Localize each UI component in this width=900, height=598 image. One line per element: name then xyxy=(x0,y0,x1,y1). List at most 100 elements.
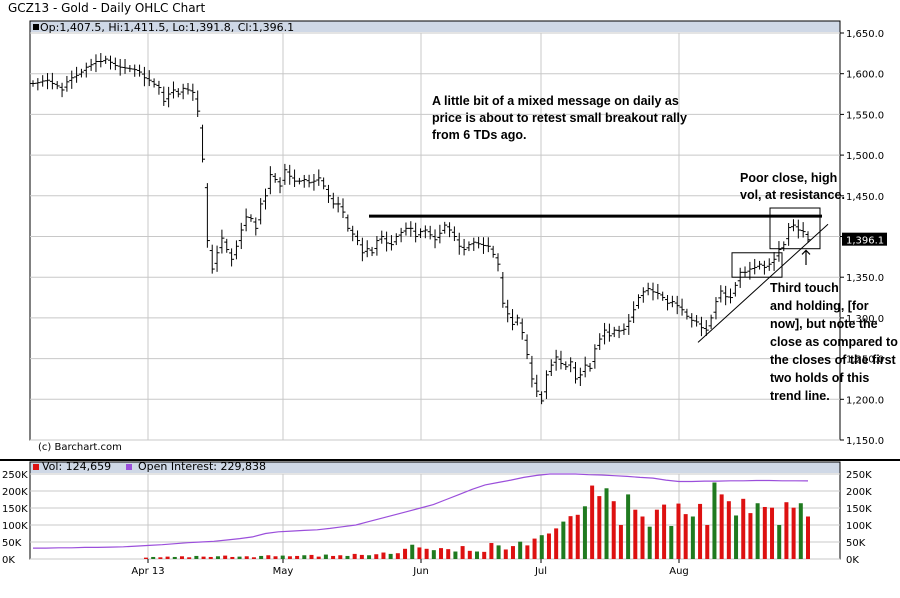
ohlc-bar xyxy=(548,359,554,377)
volume-tick-label-left: 100K xyxy=(2,521,28,532)
axis-ticks: 1,650.01,600.01,550.01,500.01,450.01,400… xyxy=(2,29,887,577)
ohlc-bar xyxy=(398,227,404,243)
volume-tick-label-left: 50K xyxy=(2,538,22,549)
volume-bar xyxy=(489,543,494,559)
ohlc-bar xyxy=(180,83,186,100)
volume-bar xyxy=(215,556,220,559)
last-price-box xyxy=(842,232,887,246)
ohlc-bar xyxy=(413,222,419,243)
ohlc-bar xyxy=(660,291,666,301)
chart-title: GCZ13 - Gold - Daily OHLC Chart xyxy=(8,1,205,15)
volume-bar xyxy=(532,538,537,559)
volume-bar xyxy=(230,556,235,559)
ohlc-bar xyxy=(408,221,414,237)
ohlc-bar xyxy=(602,322,608,345)
ohlc-bar xyxy=(229,248,235,267)
volume-tick-label-left: 150K xyxy=(2,504,28,515)
ohlc-bar xyxy=(393,233,399,246)
volume-bar xyxy=(690,516,695,559)
ohlc-bar xyxy=(35,78,41,91)
volume-bar xyxy=(734,515,739,559)
annotation-line: vol, at resistance. xyxy=(740,188,845,202)
volume-bar xyxy=(151,556,156,559)
volume-bar xyxy=(201,556,206,559)
annotation-boxes xyxy=(697,207,829,343)
ohlc-bar xyxy=(132,64,138,77)
ohlc-bar xyxy=(539,391,545,405)
ohlc-bar xyxy=(335,196,341,213)
ohlc-bar xyxy=(621,323,627,335)
ohlc-bar xyxy=(350,225,356,242)
x-tick-label: Apr 13 xyxy=(131,566,164,577)
volume-bar xyxy=(798,503,803,559)
annotation-line: the closes of the first xyxy=(770,353,897,367)
ohlc-bar xyxy=(776,241,782,262)
ohlc-bar xyxy=(384,231,390,252)
volume-bar xyxy=(575,514,580,559)
ohlc-bar xyxy=(790,219,796,232)
ohlc-bar xyxy=(190,83,196,101)
volume-bar xyxy=(259,555,264,559)
ohlc-bar xyxy=(437,224,443,244)
annotation-notes: A little bit of a mixed message on daily… xyxy=(432,94,898,403)
volume-bar xyxy=(179,556,184,559)
ohlc-bar xyxy=(718,285,724,303)
annotation-line: Poor close, high xyxy=(740,171,837,185)
ohlc-bar xyxy=(88,58,94,71)
ohlc-bar xyxy=(83,62,89,78)
ohlc-bar xyxy=(69,70,75,89)
volume-bar xyxy=(662,504,667,559)
ohlc-bar xyxy=(684,308,690,320)
ohlc-bar xyxy=(78,68,84,78)
ohlc-bar xyxy=(292,169,298,188)
volume-bar xyxy=(287,556,292,559)
volume-bar xyxy=(172,556,177,559)
volume-bar xyxy=(388,553,393,559)
ohlc-bar xyxy=(296,177,302,185)
ohlc-bar xyxy=(524,334,530,360)
ohlc-bar xyxy=(340,198,346,218)
volume-bar xyxy=(446,549,451,559)
price-tick-label: 1,500.0 xyxy=(846,151,884,162)
volume-bar xyxy=(590,485,595,559)
volume-bar xyxy=(618,525,623,559)
ohlc-bar xyxy=(650,282,656,301)
ohlc-bar xyxy=(742,266,748,277)
volume-bar xyxy=(496,545,501,559)
volume-bar xyxy=(165,556,170,559)
ohlc-bar xyxy=(388,235,394,251)
ohlc-bar xyxy=(781,241,787,252)
ohlc-bar xyxy=(316,169,322,186)
volume-bar xyxy=(417,547,422,559)
volume-bar xyxy=(309,554,314,559)
ohlc-bar xyxy=(577,367,583,386)
ohlc-bar xyxy=(146,70,152,87)
ohlc-bar xyxy=(127,65,133,73)
volume-bar xyxy=(338,555,343,559)
volume-bar xyxy=(518,541,523,559)
ohlc-bar xyxy=(795,219,801,239)
ohlc-bar xyxy=(379,230,385,244)
volume-bar xyxy=(770,507,775,559)
volume-bar xyxy=(431,550,436,559)
ohlc-bar xyxy=(582,356,588,378)
ohlc-bar xyxy=(592,344,598,369)
volume-tick-label-left: 250K xyxy=(2,470,28,481)
ohlc-bar xyxy=(282,163,288,185)
ohlc-bar xyxy=(640,287,646,303)
ohlc-bar xyxy=(529,355,535,388)
ohlc-bar xyxy=(519,318,525,340)
volume-bar xyxy=(806,516,810,559)
x-tick-label: Jun xyxy=(412,566,429,577)
annotation-line: trend line. xyxy=(770,389,830,403)
volume-bar xyxy=(352,553,357,559)
volume-bar xyxy=(223,555,228,559)
volume-bar xyxy=(683,514,688,559)
ohlc-bar xyxy=(456,232,462,255)
volume-bar xyxy=(604,488,609,559)
ohlc-bar xyxy=(476,236,482,249)
ohlc-bar xyxy=(568,357,574,373)
volume-bar xyxy=(187,557,192,559)
annotation-line: and holding, [for xyxy=(770,299,869,313)
volume-bar xyxy=(597,496,602,559)
